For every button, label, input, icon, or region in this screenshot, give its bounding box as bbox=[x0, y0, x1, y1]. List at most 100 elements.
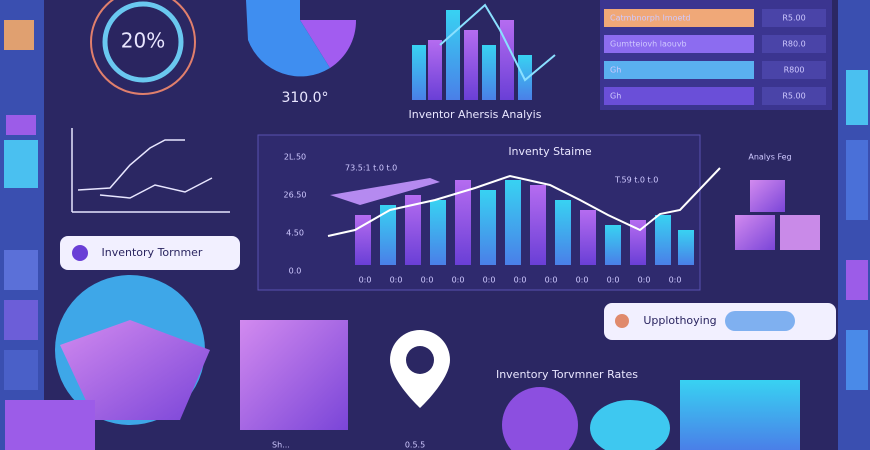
top-chart-title: Inventor Ahersis Analyis bbox=[409, 108, 542, 121]
open-box bbox=[60, 320, 210, 420]
x-label: 0:0 bbox=[514, 276, 527, 285]
decoration bbox=[428, 40, 442, 100]
gauge-ring bbox=[90, 0, 196, 95]
y-label: 26.50 bbox=[284, 191, 307, 200]
decoration bbox=[735, 215, 775, 250]
small-box bbox=[5, 400, 95, 450]
plane bbox=[330, 178, 440, 205]
table-cell bbox=[762, 35, 826, 53]
button-icon bbox=[72, 245, 88, 261]
decoration bbox=[780, 215, 820, 250]
decoration bbox=[555, 200, 571, 265]
decoration bbox=[4, 300, 38, 340]
decoration bbox=[846, 70, 868, 125]
table-row bbox=[604, 87, 754, 105]
decoration bbox=[4, 20, 34, 50]
rates-box bbox=[680, 380, 800, 450]
decoration bbox=[327, 167, 721, 237]
side-note: Analys Feg bbox=[748, 153, 791, 162]
decoration bbox=[4, 140, 38, 188]
pin-hole bbox=[406, 346, 434, 374]
table-cell bbox=[762, 9, 826, 27]
table-cell bbox=[762, 61, 826, 79]
search-label[interactable]: Upplothoying bbox=[643, 314, 716, 327]
decoration bbox=[99, 177, 213, 199]
footer-text: 0.5.5 bbox=[405, 441, 425, 450]
button-label[interactable]: Inventory Tornmer bbox=[102, 246, 203, 259]
table-cell-text: R80.0 bbox=[782, 40, 805, 49]
gauge bbox=[102, 1, 184, 83]
table: Catmbnorph Imoetd R5.00 Gumtteiovh laouvb R… bbox=[604, 9, 826, 105]
panel-note: 73.5:1 t.0 t.0 bbox=[345, 164, 397, 173]
decoration bbox=[846, 330, 868, 390]
y-label: 0.0 bbox=[289, 267, 302, 276]
decoration bbox=[455, 180, 471, 265]
table-cell-text: Gh bbox=[610, 66, 621, 75]
decoration bbox=[750, 180, 785, 212]
decoration bbox=[630, 220, 646, 265]
table-row bbox=[604, 61, 754, 79]
panel-bars bbox=[327, 167, 721, 265]
table-row bbox=[604, 9, 754, 27]
pie-label: 310.0° bbox=[281, 90, 328, 106]
y-label: 4.50 bbox=[286, 229, 304, 238]
x-label: 0:0 bbox=[545, 276, 558, 285]
x-label: 0:0 bbox=[421, 276, 434, 285]
x-label: 0:0 bbox=[638, 276, 651, 285]
decoration bbox=[655, 215, 671, 265]
search-icon bbox=[615, 314, 629, 328]
decoration bbox=[580, 210, 596, 265]
rates-disc bbox=[590, 400, 670, 450]
rates-pie bbox=[502, 387, 578, 450]
decoration bbox=[446, 10, 460, 100]
decoration bbox=[846, 140, 868, 220]
decoration bbox=[6, 115, 36, 135]
panel-axes: 2L.50 26.50 4.50 0.0 0:0 0:0 0:0 0:0 0:0 0:0 0:0 0:… bbox=[284, 153, 682, 285]
footer-text: Sh... bbox=[272, 441, 290, 450]
right-icons bbox=[846, 70, 868, 390]
decoration bbox=[480, 190, 496, 265]
decoration bbox=[4, 350, 38, 390]
table-row bbox=[604, 35, 754, 53]
table-cell bbox=[762, 87, 826, 105]
decoration bbox=[380, 205, 396, 265]
table-cell-text: R800 bbox=[784, 66, 805, 75]
decoration bbox=[482, 45, 496, 100]
pie bbox=[246, 0, 330, 77]
decoration bbox=[4, 250, 38, 290]
rates-title: Inventory Torvmner Rates bbox=[496, 368, 638, 381]
left-icons bbox=[4, 20, 38, 390]
boxes bbox=[735, 180, 820, 250]
decoration bbox=[412, 45, 426, 100]
x-label: 0:0 bbox=[359, 276, 372, 285]
decoration bbox=[439, 3, 556, 82]
x-label: 0:0 bbox=[576, 276, 589, 285]
panel-note: T.59 t.0 t.0 bbox=[614, 176, 658, 185]
decoration bbox=[605, 225, 621, 265]
x-label: 0:0 bbox=[452, 276, 465, 285]
decoration bbox=[500, 20, 514, 100]
table-cell-text: Catmbnorph Imoetd bbox=[610, 14, 691, 23]
decoration bbox=[464, 30, 478, 100]
decoration bbox=[846, 260, 868, 300]
panel bbox=[257, 134, 701, 291]
x-label: 0:0 bbox=[669, 276, 682, 285]
box bbox=[240, 320, 348, 430]
table-cell-text: Gh bbox=[610, 92, 621, 101]
decoration bbox=[430, 200, 446, 265]
decoration bbox=[405, 195, 421, 265]
decoration bbox=[518, 55, 532, 100]
x-label: 0:0 bbox=[483, 276, 496, 285]
search-bar[interactable] bbox=[604, 303, 836, 340]
button[interactable] bbox=[60, 236, 240, 270]
table-cell-text: Gumtteiovh laouvb bbox=[610, 40, 687, 49]
search-field bbox=[725, 311, 795, 331]
x-label: 0:0 bbox=[390, 276, 403, 285]
top-bars bbox=[412, 3, 556, 100]
table-cell-text: R5.00 bbox=[782, 14, 805, 23]
decoration bbox=[530, 185, 546, 265]
gauge-label: 20% bbox=[121, 29, 165, 53]
decoration bbox=[505, 180, 521, 265]
y-label: 2L.50 bbox=[284, 153, 306, 162]
